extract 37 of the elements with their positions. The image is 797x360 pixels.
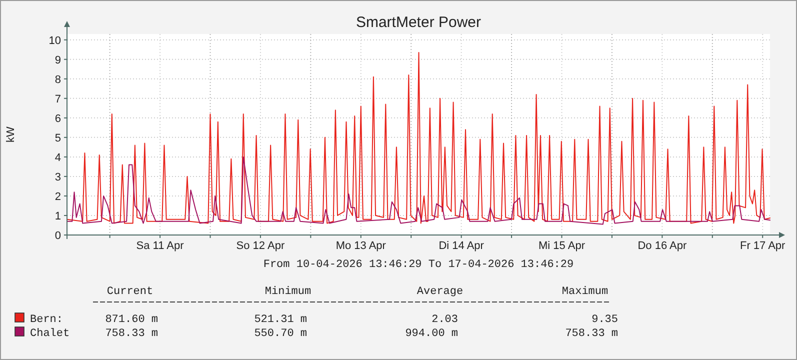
y-tick-label: 9 <box>54 54 61 66</box>
y-tick-label: 1 <box>54 210 61 222</box>
x-tick-label: Mo 13 Apr <box>336 240 386 252</box>
y-tick-label: 5 <box>54 132 61 144</box>
text: 758.33 m <box>105 328 158 340</box>
x-tick-label: Sa 11 Apr <box>136 240 184 252</box>
line-series <box>66 156 770 225</box>
text: 9.35 <box>592 314 618 326</box>
y-tick-label: 8 <box>54 74 61 86</box>
text: 758.33 m <box>565 328 618 340</box>
y-tick-label: 4 <box>54 152 61 164</box>
text: Current <box>106 286 154 298</box>
legend-label: Bern: <box>30 314 64 326</box>
text: 994.00 m <box>405 328 458 340</box>
x-axis-title: From 10-04-2026 13:46:29 To 17-04-2026 13:46:29 <box>263 259 574 271</box>
text: 871.60 m <box>105 314 158 326</box>
x-tick-label: Do 16 Apr <box>638 240 687 252</box>
text: Minimum <box>264 286 312 298</box>
y-tick-label: 0 <box>54 230 61 242</box>
x-tick-label: Fr 17 Apr <box>740 240 786 252</box>
legend-label: Chalet <box>30 328 70 340</box>
text: 550.70 m <box>254 328 308 340</box>
y-tick-label: 2 <box>54 190 61 203</box>
line-series <box>66 52 770 224</box>
x-tick-label: Mi 15 Apr <box>538 240 586 252</box>
y-tick-label: 10 <box>48 34 61 47</box>
x-tick-label: So 12 Apr <box>236 240 285 252</box>
text: 521.31 m <box>254 314 308 326</box>
y-tick-label: 3 <box>54 171 61 184</box>
x-tick-label: Di 14 Apr <box>438 240 484 252</box>
chart-title: SmartMeter Power <box>356 14 482 31</box>
y-tick-label: 7 <box>54 93 61 106</box>
y-axis-title: kW <box>5 126 17 142</box>
y-tick-label: 6 <box>54 112 61 125</box>
text: 2.03 <box>432 314 458 326</box>
text: Average <box>416 286 464 298</box>
text: Maximum <box>562 286 608 298</box>
